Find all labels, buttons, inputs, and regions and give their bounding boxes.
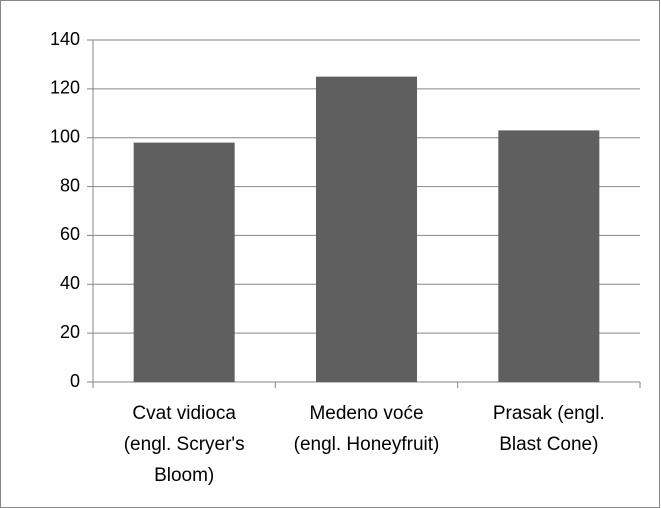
x-tick-label: Cvat vidioca (engl. Scryer's Bloom) — [123, 403, 245, 486]
y-tick-label: 40 — [60, 273, 80, 293]
y-tick-label: 100 — [50, 126, 80, 146]
y-tick-label: 140 — [50, 29, 80, 49]
y-tick-label: 80 — [60, 175, 80, 195]
y-tick-label: 120 — [50, 78, 80, 98]
x-tick-label: Medeno voće (engl. Honeyfruit) — [293, 403, 440, 455]
y-tick-label: 0 — [70, 371, 80, 391]
bar — [498, 130, 600, 382]
x-tick-label: Prasak (engl. Blast Cone) — [492, 403, 605, 455]
bar — [133, 142, 235, 382]
y-tick-label: 60 — [60, 224, 80, 244]
bar — [315, 76, 418, 383]
y-tick-label: 20 — [60, 322, 80, 342]
